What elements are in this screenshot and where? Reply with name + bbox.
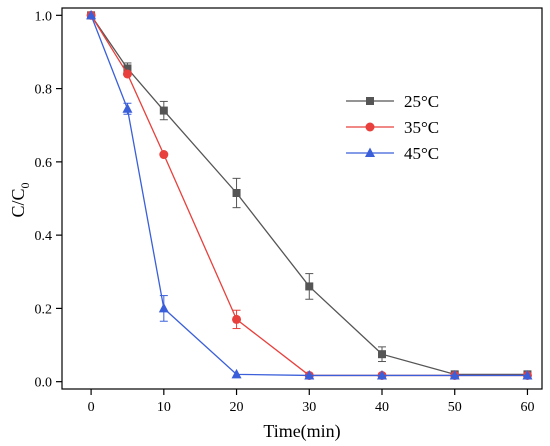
data-point — [123, 64, 132, 73]
legend-marker — [365, 122, 375, 132]
y-tick-label: 0.6 — [35, 156, 53, 171]
y-tick-label: 0.0 — [35, 376, 53, 391]
series-line — [90, 14, 528, 377]
x-tick-label: 40 — [375, 400, 389, 415]
legend-label: 45°C — [404, 144, 439, 163]
data-point — [231, 368, 242, 379]
data-point — [305, 282, 314, 291]
legend-item: 35°C — [346, 118, 439, 137]
plot-frame — [61, 7, 543, 390]
data-point — [122, 103, 133, 113]
series-1 — [87, 11, 532, 379]
legend-marker — [366, 97, 374, 105]
x-tick-label: 0 — [88, 400, 95, 415]
legend-marker — [365, 147, 375, 157]
series-3 — [86, 9, 533, 380]
data-point — [449, 369, 460, 380]
y-axis-title-group: C/C0 — [8, 182, 32, 217]
series-2 — [86, 10, 532, 380]
x-tick-label: 60 — [520, 400, 534, 415]
data-point — [158, 302, 169, 313]
y-axis-title: C/C — [8, 188, 28, 217]
y-tick-label: 0.4 — [35, 229, 53, 244]
legend-label: 25°C — [404, 92, 439, 111]
data-point — [159, 106, 168, 115]
data-point — [159, 150, 169, 160]
data-point — [378, 350, 386, 359]
x-tick-label: 30 — [302, 400, 316, 415]
y-tick-label: 0.8 — [35, 83, 53, 98]
data-point — [522, 369, 533, 380]
data-point — [232, 314, 242, 324]
chart-axes: 0 10 20 30 40 50 60 0.0 0.2 0.4 0.6 0.8 1.0 — [35, 9, 535, 415]
series-line — [90, 15, 528, 377]
x-tick-label: 10 — [157, 400, 171, 415]
legend-item: 45°C — [346, 144, 439, 163]
y-tick-label: 1.0 — [35, 9, 53, 24]
legend-label: 35°C — [404, 118, 439, 137]
x-tick-label: 50 — [448, 400, 462, 415]
data-point — [304, 369, 315, 380]
chart-marks — [86, 9, 533, 380]
data-point — [122, 69, 132, 79]
series-line — [90, 14, 528, 375]
data-point — [377, 369, 387, 380]
x-axis-title: Time(min) — [263, 421, 340, 442]
data-point — [232, 189, 241, 198]
y-axis-title-subscript: 0 — [18, 182, 32, 188]
legend-item: 25°C — [346, 92, 439, 111]
svg-text:C/C0: C/C0 — [8, 182, 32, 217]
legend: 25°C 35°C 45°C — [346, 92, 439, 163]
x-tick-label: 20 — [230, 400, 244, 415]
y-tick-label: 0.2 — [35, 302, 53, 317]
data-point — [86, 9, 97, 20]
